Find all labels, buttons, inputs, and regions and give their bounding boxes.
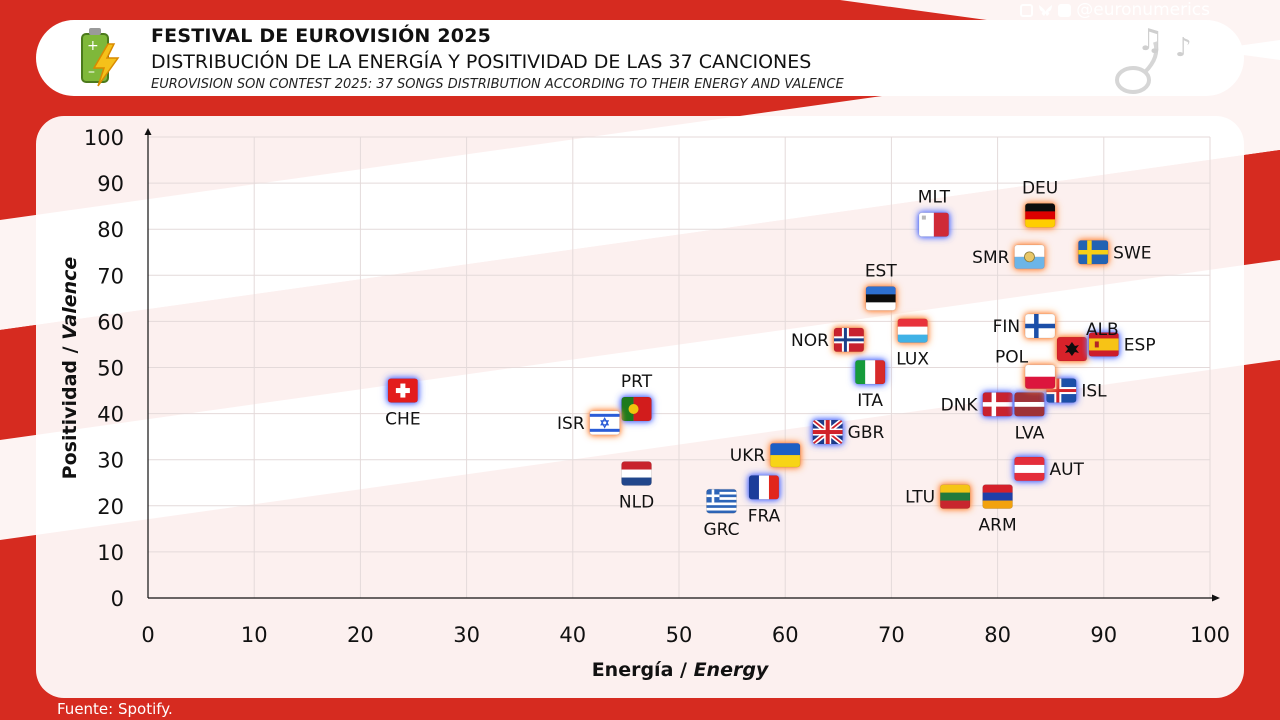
flag-point-pol bbox=[1024, 364, 1056, 390]
point-label-mlt: MLT bbox=[918, 188, 951, 208]
point-label-gbr: GBR bbox=[848, 423, 885, 443]
y-tick-label: 20 bbox=[97, 495, 124, 519]
flag-point-isr bbox=[589, 410, 621, 436]
svg-text:+: + bbox=[87, 38, 99, 54]
flag-point-fin bbox=[1024, 313, 1056, 339]
y-tick-label: 100 bbox=[84, 126, 124, 150]
point-label-pol: POL bbox=[995, 348, 1029, 368]
x-tick-label: 100 bbox=[1190, 623, 1230, 647]
point-label-smr: SMR bbox=[972, 248, 1009, 268]
svg-text:♪: ♪ bbox=[1175, 33, 1192, 63]
music-notes-icon: ♫ ♪ bbox=[1115, 23, 1192, 94]
x-tick-label: 20 bbox=[347, 623, 374, 647]
flag-point-arm bbox=[982, 484, 1013, 509]
point-label-isl: ISL bbox=[1081, 382, 1107, 402]
point-label-ukr: UKR bbox=[730, 446, 766, 466]
header-card bbox=[36, 20, 1244, 96]
x-tick-label: 0 bbox=[141, 623, 154, 647]
flag-point-grc bbox=[706, 488, 737, 514]
x-tick-label: 10 bbox=[241, 623, 268, 647]
y-tick-label: 70 bbox=[97, 264, 124, 288]
y-tick-label: 60 bbox=[97, 310, 124, 334]
point-label-grc: GRC bbox=[703, 520, 739, 540]
y-tick-label: 50 bbox=[97, 357, 124, 381]
source-note: Fuente: Spotify. bbox=[57, 700, 173, 718]
flag-point-mlt bbox=[918, 212, 950, 237]
chart-subtitle: DISTRIBUCIÓN DE LA ENERGÍA Y POSITIVIDAD… bbox=[151, 51, 812, 73]
point-label-che: CHE bbox=[385, 410, 420, 430]
x-tick-label: 30 bbox=[453, 623, 480, 647]
y-tick-label: 90 bbox=[97, 172, 124, 196]
point-label-fin: FIN bbox=[993, 317, 1021, 337]
flag-point-nor bbox=[833, 327, 865, 353]
y-axis-arrow bbox=[144, 128, 152, 135]
flag-point-che bbox=[387, 378, 419, 403]
flag-point-ita bbox=[854, 359, 886, 385]
bluesky-icon[interactable] bbox=[1038, 4, 1053, 17]
point-label-ita: ITA bbox=[857, 391, 883, 411]
flag-point-dnk bbox=[982, 391, 1013, 417]
point-label-aut: AUT bbox=[1049, 460, 1084, 480]
chart-title: FESTIVAL DE EUROVISIÓN 2025 bbox=[151, 25, 492, 47]
point-label-lux: LUX bbox=[896, 350, 929, 370]
flag-point-prt bbox=[621, 396, 652, 422]
x-axis-title: Energía / Energy bbox=[592, 659, 770, 681]
flag-point-deu bbox=[1024, 202, 1056, 228]
point-label-arm: ARM bbox=[979, 516, 1017, 536]
flag-point-aut bbox=[1014, 456, 1045, 482]
x-tick-label: 50 bbox=[666, 623, 693, 647]
flag-point-esp bbox=[1088, 332, 1120, 357]
point-label-swe: SWE bbox=[1113, 243, 1151, 263]
instagram-icon[interactable] bbox=[1020, 3, 1034, 17]
point-label-est: EST bbox=[865, 261, 898, 281]
x-tick-label: 70 bbox=[878, 623, 905, 647]
svg-text:♫: ♫ bbox=[1137, 23, 1164, 58]
facebook-icon[interactable] bbox=[1058, 3, 1072, 17]
flag-point-gbr bbox=[812, 419, 844, 445]
y-axis-title: Positividad / Valence bbox=[59, 257, 81, 480]
social-handle[interactable]: @euronumerics bbox=[1076, 0, 1210, 20]
point-label-deu: DEU bbox=[1022, 178, 1058, 198]
x-tick-label: 60 bbox=[772, 623, 799, 647]
point-label-fra: FRA bbox=[748, 506, 781, 526]
flag-point-fra bbox=[748, 474, 780, 500]
point-label-esp: ESP bbox=[1124, 335, 1156, 355]
point-label-ltu: LTU bbox=[905, 488, 935, 508]
y-tick-label: 0 bbox=[111, 587, 124, 611]
svg-text:–: – bbox=[88, 64, 95, 80]
battery-lightning-icon: + – bbox=[81, 28, 120, 87]
point-label-dnk: DNK bbox=[941, 395, 979, 415]
flag-point-ltu bbox=[939, 484, 971, 509]
point-label-lva: LVA bbox=[1015, 423, 1045, 443]
flag-point-alb bbox=[1056, 336, 1088, 362]
point-label-isr: ISR bbox=[557, 414, 585, 434]
y-tick-label: 40 bbox=[97, 403, 124, 427]
y-tick-label: 10 bbox=[97, 541, 124, 565]
flag-point-est bbox=[865, 285, 897, 311]
point-label-prt: PRT bbox=[621, 372, 653, 392]
flag-point-swe bbox=[1077, 239, 1109, 265]
flag-point-nld bbox=[621, 461, 652, 486]
point-label-nld: NLD bbox=[619, 493, 654, 513]
flag-point-lux bbox=[897, 318, 929, 344]
x-axis-arrow bbox=[1212, 594, 1220, 602]
x-tick-label: 40 bbox=[559, 623, 586, 647]
chart-subtitle-english: EUROVISION SON CONTEST 2025: 37 SONGS DI… bbox=[151, 77, 844, 92]
point-label-nor: NOR bbox=[791, 331, 829, 351]
social-bar: @euronumerics bbox=[1020, 0, 1210, 20]
flag-point-smr bbox=[1014, 244, 1045, 270]
flag-point-lva bbox=[1014, 391, 1045, 417]
point-label-alb: ALB bbox=[1086, 320, 1119, 340]
flag-point-ukr bbox=[769, 442, 801, 468]
x-tick-label: 80 bbox=[984, 623, 1011, 647]
y-tick-label: 80 bbox=[97, 218, 124, 242]
x-tick-label: 90 bbox=[1090, 623, 1117, 647]
y-tick-label: 30 bbox=[97, 449, 124, 473]
